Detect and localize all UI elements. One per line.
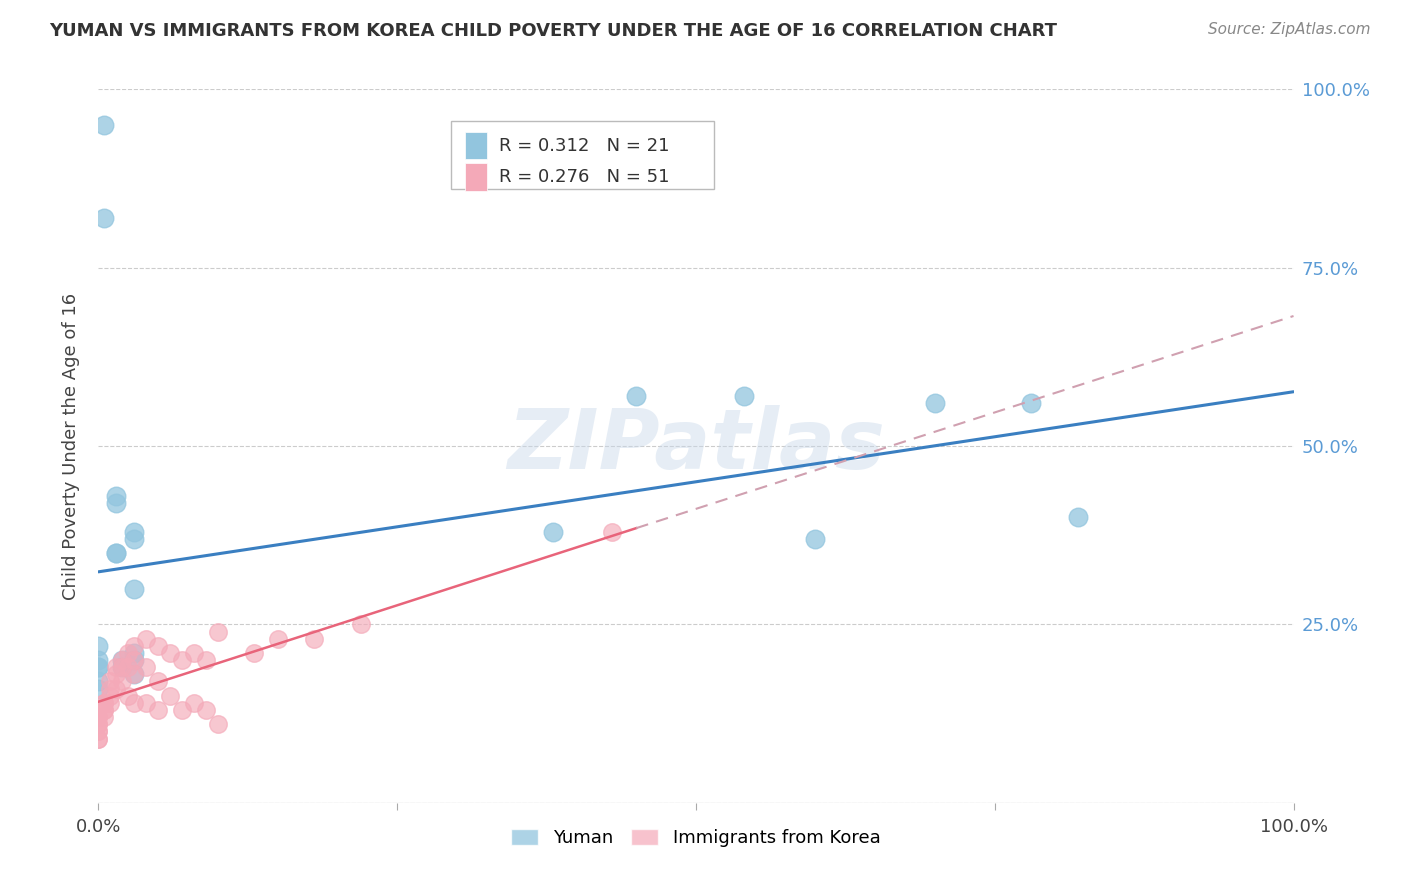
Point xyxy=(350,617,373,632)
Point xyxy=(111,653,134,667)
Point xyxy=(135,660,157,674)
Point xyxy=(111,653,134,667)
Point xyxy=(87,674,110,689)
Point xyxy=(87,653,110,667)
Point xyxy=(87,731,110,746)
Point xyxy=(195,703,218,717)
Point xyxy=(87,660,110,674)
Point xyxy=(93,696,115,710)
Point xyxy=(117,660,139,674)
Point xyxy=(124,653,146,667)
Point xyxy=(87,731,110,746)
Point xyxy=(124,639,146,653)
Point xyxy=(172,703,194,717)
Point xyxy=(93,211,115,225)
Point xyxy=(93,118,115,132)
Point xyxy=(111,660,134,674)
Point xyxy=(124,524,146,539)
Text: Source: ZipAtlas.com: Source: ZipAtlas.com xyxy=(1208,22,1371,37)
Point xyxy=(93,710,115,724)
Legend: Yuman, Immigrants from Korea: Yuman, Immigrants from Korea xyxy=(505,822,887,855)
Point xyxy=(302,632,325,646)
Point xyxy=(87,717,110,731)
Point xyxy=(105,496,128,510)
Point xyxy=(135,696,157,710)
Point xyxy=(148,674,170,689)
Point xyxy=(105,667,128,681)
Point xyxy=(117,646,139,660)
Y-axis label: Child Poverty Under the Age of 16: Child Poverty Under the Age of 16 xyxy=(62,293,80,599)
Point xyxy=(93,703,115,717)
Point xyxy=(105,660,128,674)
Point xyxy=(195,653,218,667)
Bar xyxy=(465,132,486,159)
Point xyxy=(804,532,827,546)
Point xyxy=(124,653,146,667)
Point xyxy=(93,696,115,710)
Point xyxy=(148,703,170,717)
Point xyxy=(602,524,624,539)
Bar xyxy=(465,163,486,191)
Point xyxy=(111,660,134,674)
Point xyxy=(541,524,564,539)
Point xyxy=(93,703,115,717)
Text: R = 0.312   N = 21: R = 0.312 N = 21 xyxy=(499,136,669,154)
Point xyxy=(124,696,146,710)
Point xyxy=(87,717,110,731)
FancyBboxPatch shape xyxy=(451,121,714,189)
Point xyxy=(243,646,266,660)
Point xyxy=(148,639,170,653)
Point xyxy=(87,724,110,739)
Point xyxy=(135,632,157,646)
Point xyxy=(98,681,122,696)
Point xyxy=(87,710,110,724)
Point xyxy=(183,646,205,660)
Point xyxy=(105,546,128,560)
Point xyxy=(733,389,755,403)
Point xyxy=(626,389,648,403)
Text: YUMAN VS IMMIGRANTS FROM KOREA CHILD POVERTY UNDER THE AGE OF 16 CORRELATION CHA: YUMAN VS IMMIGRANTS FROM KOREA CHILD POV… xyxy=(49,22,1057,40)
Point xyxy=(1067,510,1090,524)
Point xyxy=(87,681,110,696)
Point xyxy=(124,667,146,681)
Point xyxy=(207,624,229,639)
Point xyxy=(87,639,110,653)
Point xyxy=(105,489,128,503)
Point xyxy=(207,717,229,731)
Point xyxy=(105,681,128,696)
Point xyxy=(87,660,110,674)
Point xyxy=(124,532,146,546)
Point xyxy=(172,653,194,667)
Point xyxy=(159,646,181,660)
Point xyxy=(105,546,128,560)
Point xyxy=(124,582,146,596)
Point xyxy=(98,674,122,689)
Point xyxy=(87,710,110,724)
Point xyxy=(98,696,122,710)
Point xyxy=(124,646,146,660)
Text: ZIPatlas: ZIPatlas xyxy=(508,406,884,486)
Point xyxy=(117,689,139,703)
Text: R = 0.276   N = 51: R = 0.276 N = 51 xyxy=(499,168,669,186)
Point xyxy=(1019,396,1042,410)
Point xyxy=(159,689,181,703)
Point xyxy=(183,696,205,710)
Point xyxy=(87,724,110,739)
Point xyxy=(124,667,146,681)
Point xyxy=(98,689,122,703)
Point xyxy=(267,632,290,646)
Point xyxy=(111,674,134,689)
Point xyxy=(924,396,946,410)
